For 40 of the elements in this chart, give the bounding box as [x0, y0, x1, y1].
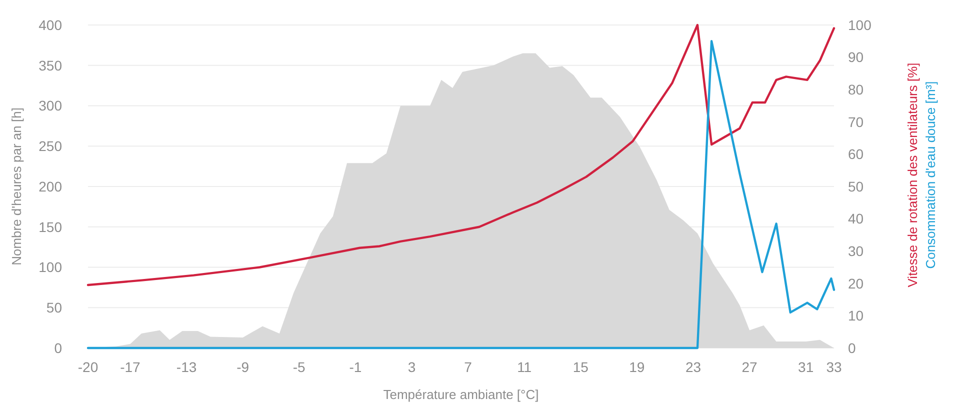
text: Vitesse de rotation des ventilateurs [%] — [905, 62, 920, 288]
y2-tick-label: 0 — [848, 340, 856, 356]
y2-tick-label: 20 — [848, 275, 864, 292]
x-tick-label: 27 — [742, 359, 758, 375]
y-tick-label: 350 — [38, 57, 62, 74]
x-tick-label: 23 — [685, 359, 702, 375]
x-tick-label: 3 — [408, 359, 416, 375]
y2-tick-label: 100 — [848, 16, 872, 33]
y-tick-label: 400 — [38, 16, 62, 33]
x-tick-label: -17 — [120, 359, 141, 375]
y2-tick-label: 60 — [848, 146, 864, 162]
y2-tick-label: 70 — [848, 114, 864, 130]
x-tick-label: 7 — [464, 359, 472, 375]
y-tick-label: 300 — [38, 98, 62, 114]
x-tick-label: -9 — [236, 359, 250, 375]
x-tick-label: -13 — [176, 359, 197, 375]
y2-tick-label: 50 — [848, 178, 864, 194]
x-tick-label: 15 — [572, 359, 589, 375]
y2-tick-label: 90 — [848, 49, 864, 66]
line-series — [86, 24, 836, 286]
y-tick-label: 0 — [54, 340, 62, 356]
y-tick-label: 200 — [38, 178, 62, 194]
x-axis-title: Température ambiante [°C] — [383, 387, 539, 402]
y2-tick-label: 10 — [848, 308, 864, 324]
x-tick-label: -5 — [292, 359, 306, 375]
y-axis-title: Nombre d'heures par an [h] — [9, 108, 24, 266]
y-tick-label: 50 — [46, 300, 62, 316]
x-tick-label: 19 — [629, 359, 645, 375]
x-tick-label: -1 — [349, 359, 362, 375]
x-tick-label: 33 — [826, 359, 842, 375]
x-tick-label: 11 — [517, 359, 532, 375]
x-tick-label: -20 — [78, 359, 98, 375]
y-tick-label: 100 — [38, 259, 62, 276]
y-tick-label: 250 — [38, 138, 62, 154]
x-tick-label: 31 — [798, 359, 814, 375]
text: Consommation d'eau douce [m³] — [923, 81, 938, 269]
y2-tick-label: 30 — [848, 243, 864, 259]
y2-tick-label: 80 — [848, 82, 864, 98]
y-tick-label: 150 — [38, 218, 62, 235]
y2-tick-label: 40 — [848, 210, 864, 227]
